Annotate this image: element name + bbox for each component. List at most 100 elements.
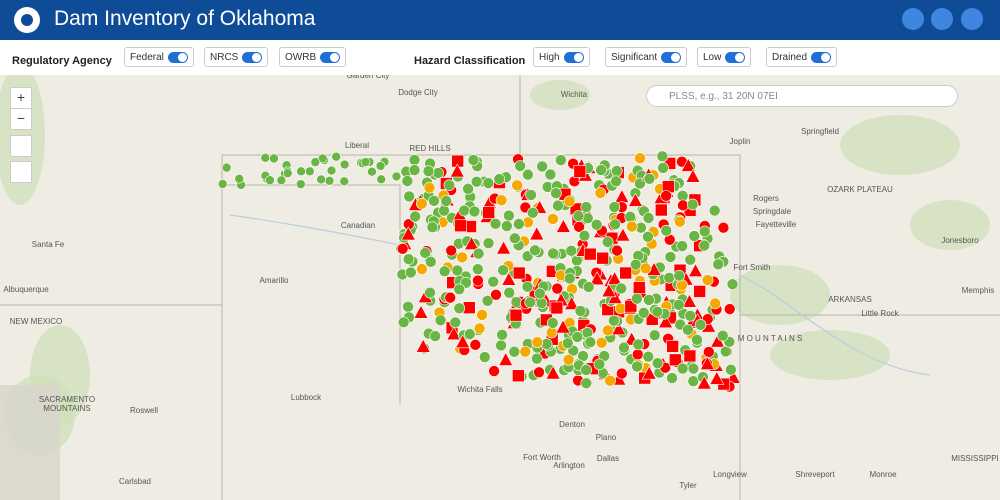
dam-marker bbox=[693, 285, 706, 298]
dam-marker bbox=[642, 350, 655, 363]
dam-marker bbox=[551, 282, 564, 295]
dam-marker bbox=[660, 190, 672, 202]
dam-marker bbox=[687, 362, 700, 375]
dam-marker bbox=[514, 160, 526, 172]
dam-marker bbox=[676, 240, 689, 252]
dam-marker bbox=[409, 210, 421, 223]
place-label: Albuquerque bbox=[3, 285, 49, 294]
place-label: ARKANSAS bbox=[828, 295, 872, 304]
dam-marker bbox=[564, 295, 580, 310]
dam-marker bbox=[221, 162, 232, 173]
zoom-out[interactable]: − bbox=[10, 108, 32, 130]
dam-marker bbox=[626, 220, 638, 233]
dam-marker bbox=[637, 307, 650, 319]
dam-marker bbox=[472, 263, 484, 275]
legend-button[interactable] bbox=[931, 8, 953, 30]
home-button[interactable] bbox=[10, 135, 32, 157]
dam-marker bbox=[582, 281, 595, 293]
dam-marker bbox=[615, 227, 631, 242]
dam-marker bbox=[555, 218, 571, 233]
dam-marker bbox=[674, 215, 686, 228]
dam-marker bbox=[709, 370, 725, 385]
dam-marker bbox=[672, 299, 685, 311]
dam-marker bbox=[709, 297, 721, 310]
place-label: Dodge City bbox=[398, 88, 438, 97]
filter-chip[interactable]: Federal bbox=[124, 47, 194, 67]
dam-marker bbox=[438, 204, 450, 217]
dam-marker bbox=[487, 275, 500, 288]
dam-marker bbox=[375, 161, 386, 171]
dam-marker bbox=[565, 245, 578, 257]
dam-marker bbox=[547, 213, 559, 225]
dam-marker bbox=[521, 280, 534, 293]
dam-marker bbox=[508, 345, 521, 358]
dam-marker bbox=[339, 159, 350, 170]
dam-marker bbox=[708, 204, 721, 217]
dam-marker bbox=[547, 247, 559, 260]
filter-chip[interactable]: NRCS bbox=[204, 47, 269, 67]
dam-marker bbox=[573, 165, 587, 178]
filter-group-label: Hazard Classification bbox=[414, 55, 526, 67]
dam-marker bbox=[639, 262, 652, 275]
place-label: Denton bbox=[559, 420, 585, 429]
dam-marker bbox=[546, 317, 559, 329]
place-label: Wichita bbox=[561, 90, 588, 99]
toggle-switch[interactable] bbox=[320, 51, 341, 63]
toggle-switch[interactable] bbox=[725, 51, 746, 63]
dam-marker bbox=[464, 236, 480, 250]
dam-marker bbox=[276, 175, 287, 186]
dam-marker bbox=[609, 218, 621, 231]
filter-chip[interactable]: Significant bbox=[605, 47, 688, 67]
zoom-in[interactable]: + bbox=[10, 87, 32, 109]
dam-marker bbox=[468, 205, 481, 218]
dam-marker bbox=[536, 160, 548, 173]
toggle-switch[interactable] bbox=[242, 51, 263, 63]
filter-chip[interactable]: OWRB bbox=[279, 47, 347, 67]
dam-marker bbox=[339, 176, 350, 187]
dam-marker bbox=[424, 286, 436, 299]
toggle-switch[interactable] bbox=[563, 51, 584, 63]
dam-marker bbox=[482, 237, 495, 249]
dam-marker bbox=[324, 176, 335, 186]
dam-marker bbox=[482, 206, 495, 219]
dam-marker bbox=[641, 365, 657, 380]
place-label: Carlsbad bbox=[119, 477, 151, 486]
dam-marker bbox=[611, 165, 623, 177]
dam-marker bbox=[634, 152, 646, 164]
dam-marker bbox=[555, 319, 571, 334]
dam-marker bbox=[595, 164, 607, 176]
dam-marker bbox=[561, 337, 574, 349]
dam-marker bbox=[614, 302, 627, 315]
place-label: Little Rock bbox=[861, 309, 899, 318]
dam-marker bbox=[455, 334, 471, 349]
filter-chip[interactable]: Low bbox=[697, 47, 752, 67]
dam-marker bbox=[552, 199, 564, 212]
dam-marker bbox=[454, 219, 467, 233]
filter-chip[interactable]: Drained bbox=[766, 47, 838, 67]
print-button[interactable] bbox=[961, 8, 983, 30]
place-label: Rogers bbox=[753, 194, 779, 203]
chip-label: High bbox=[539, 51, 560, 63]
dam-marker bbox=[691, 334, 703, 346]
place-label: Jonesboro bbox=[941, 236, 979, 245]
dam-marker bbox=[522, 168, 534, 181]
compass[interactable] bbox=[10, 161, 32, 183]
terrain bbox=[840, 115, 960, 175]
map[interactable]: Garden City Dodge City Wichita Liberal RED H… bbox=[0, 75, 1000, 500]
dam-marker bbox=[716, 329, 729, 342]
dam-marker bbox=[405, 266, 417, 279]
dam-marker bbox=[234, 173, 245, 184]
toggle-switch[interactable] bbox=[661, 51, 682, 63]
dam-marker bbox=[611, 321, 627, 336]
filter-chip[interactable]: High bbox=[533, 47, 590, 67]
toggle-switch[interactable] bbox=[811, 51, 832, 63]
search-box[interactable]: PLSS, e.g., 31 20N 07EI bbox=[646, 85, 958, 107]
dam-marker bbox=[495, 339, 507, 352]
dam-marker bbox=[438, 265, 451, 278]
layers-button[interactable] bbox=[902, 8, 924, 30]
dam-marker bbox=[687, 375, 700, 387]
place-label: OZARK PLATEAU bbox=[827, 185, 893, 194]
dam-marker bbox=[578, 229, 591, 242]
toggle-switch[interactable] bbox=[167, 51, 188, 63]
terrain bbox=[910, 200, 990, 250]
